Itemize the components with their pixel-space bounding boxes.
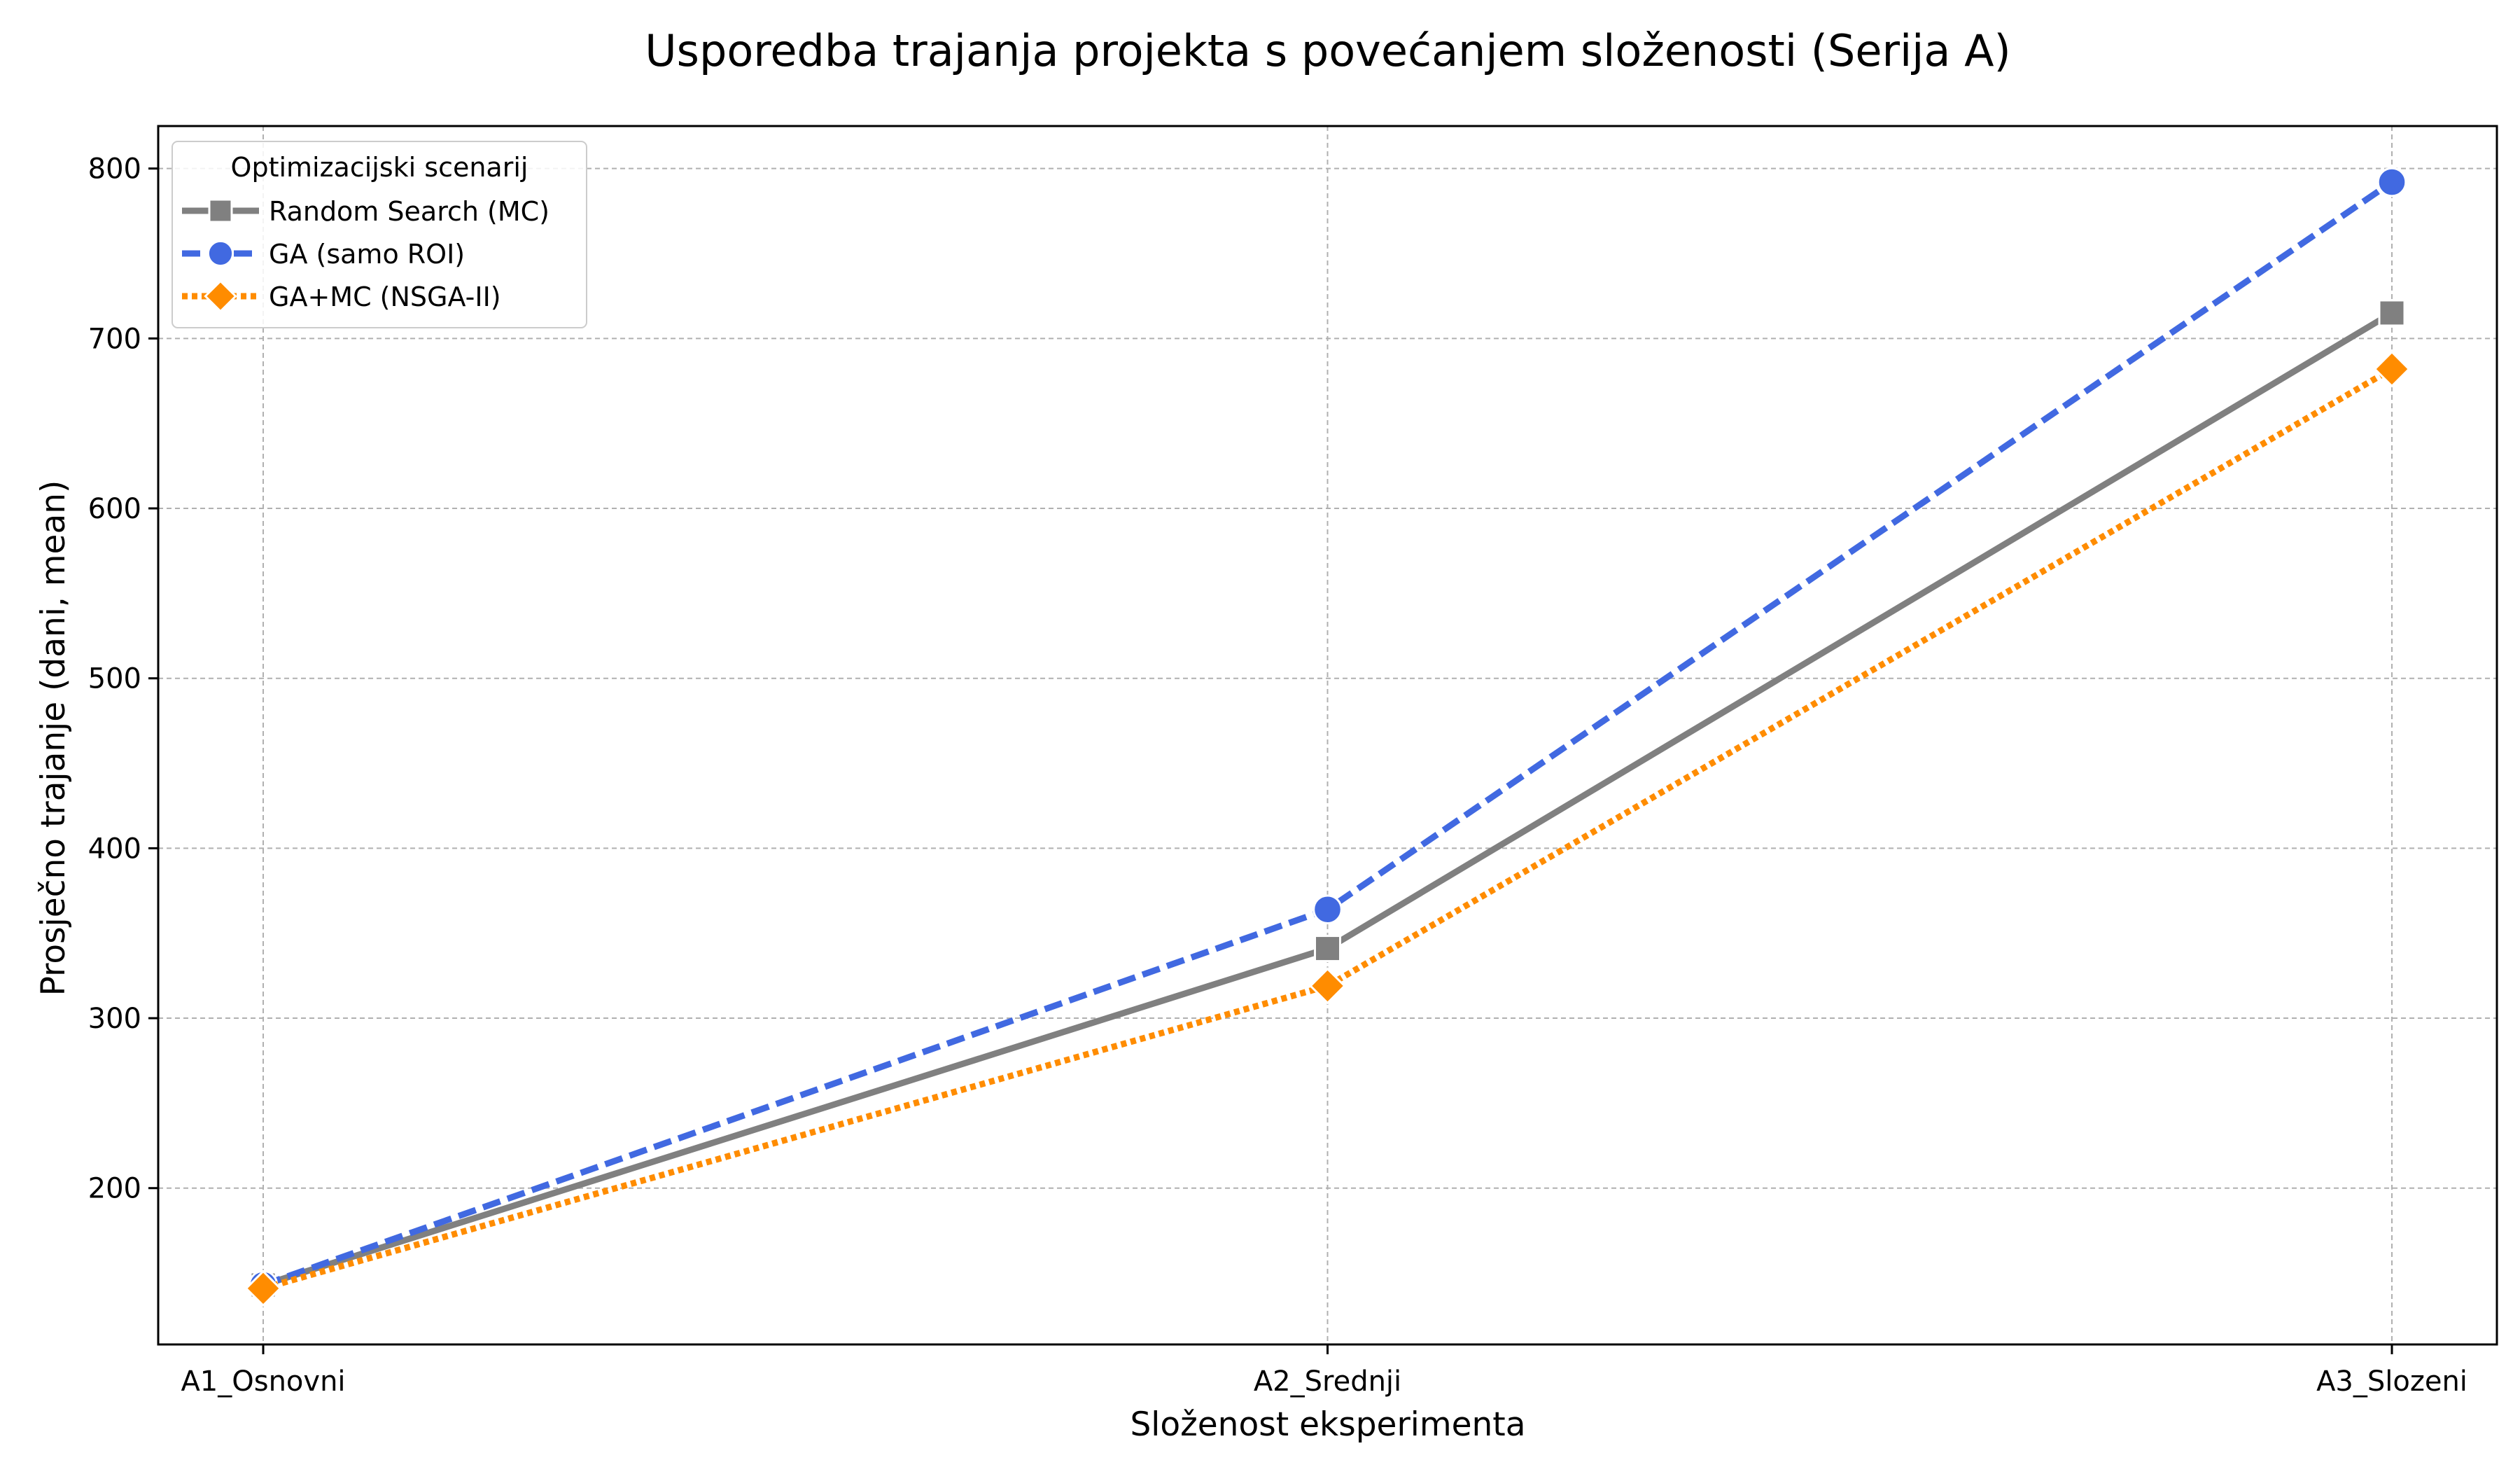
legend-label: GA+MC (NSGA-II) — [269, 281, 501, 312]
y-tick-label: 300 — [88, 1003, 141, 1035]
data-point-marker — [2378, 299, 2406, 327]
axes: A1_Osnovni A2_Srednji A3_Slozeni 200 300 400 5… — [88, 125, 2498, 1398]
x-axis-label: Složenost eksperimenta — [1130, 1405, 1525, 1444]
legend-marker — [208, 198, 233, 223]
data-point-marker — [1314, 935, 1341, 963]
y-tick-label: 700 — [88, 323, 141, 355]
data-point-marker — [1312, 894, 1343, 925]
legend[interactable]: Optimizacijski scenarij Random Search (MC… — [172, 141, 587, 328]
legend-item[interactable]: Random Search (MC) — [182, 196, 550, 227]
y-tick-label: 600 — [88, 493, 141, 525]
data-point-marker — [244, 1270, 282, 1307]
data-point-marker — [1309, 967, 1346, 1005]
y-tick-label: 800 — [88, 153, 141, 186]
y-tick-label: 500 — [88, 663, 141, 695]
x-tick-label: A1_Osnovni — [181, 1365, 345, 1398]
legend-marker — [204, 279, 237, 313]
legend-item[interactable]: GA (samo ROI) — [182, 239, 465, 270]
data-point-marker — [2376, 167, 2407, 197]
legend-box — [172, 141, 587, 328]
legend-title: Optimizacijski scenarij — [231, 152, 528, 183]
series-group — [244, 167, 2411, 1307]
legend-label: GA (samo ROI) — [269, 239, 465, 270]
y-tick-label: 400 — [88, 833, 141, 865]
legend-item[interactable]: GA+MC (NSGA-II) — [182, 279, 501, 313]
legend-marker — [206, 239, 234, 267]
chart-title: Usporedba trajanja projekta s povećanjem… — [645, 25, 2010, 76]
series-3 — [244, 350, 2411, 1307]
x-tick-label: A3_Slozeni — [2316, 1365, 2468, 1398]
y-axis-label: Prosječno trajanje (dani, mean) — [34, 480, 73, 996]
data-point-marker — [2373, 350, 2411, 388]
legend-label: Random Search (MC) — [269, 196, 550, 227]
x-tick-label: A2_Srednji — [1254, 1365, 1401, 1398]
y-tick-label: 200 — [88, 1173, 141, 1205]
grid-lines — [158, 126, 2497, 1344]
